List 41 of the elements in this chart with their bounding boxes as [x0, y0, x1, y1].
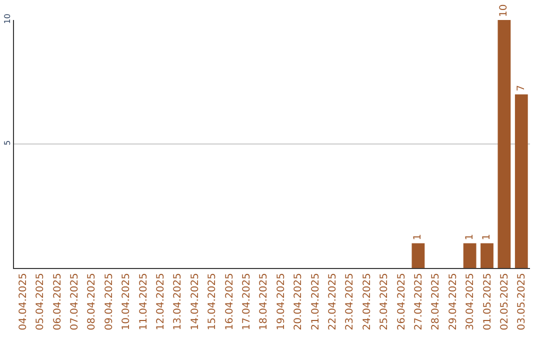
x-tick-label: 25.04.2025: [379, 273, 390, 330]
x-tick-label: 07.04.2025: [69, 273, 80, 330]
x-tick-label: 08.04.2025: [86, 273, 98, 330]
x-tick-label: 02.05.2025: [499, 273, 510, 330]
data-label: 10: [498, 4, 510, 17]
x-tick-label: 13.04.2025: [172, 273, 184, 330]
bar: [412, 243, 425, 268]
x-tick-label: 28.04.2025: [430, 273, 442, 330]
x-tick-label: 22.04.2025: [327, 273, 338, 330]
bar: [498, 20, 511, 268]
x-tick-label: 09.04.2025: [104, 273, 115, 330]
data-label: 1: [412, 234, 424, 240]
x-tick-label: 01.05.2025: [482, 273, 494, 330]
x-tick-label: 21.04.2025: [310, 273, 322, 330]
x-tick-label: 23.04.2025: [344, 273, 356, 330]
y-tick-label: 5: [2, 140, 12, 146]
x-tick-label: 26.04.2025: [396, 273, 408, 330]
x-tick-label: 16.04.2025: [224, 273, 236, 330]
data-label: 1: [464, 234, 476, 240]
x-tick-label: 05.04.2025: [35, 273, 46, 330]
x-tick-label: 15.04.2025: [207, 273, 218, 330]
x-tick-label: 30.04.2025: [465, 273, 476, 330]
x-tick-label: 24.04.2025: [362, 273, 373, 330]
x-tick-label: 20.04.2025: [293, 273, 304, 330]
bar: [480, 243, 494, 268]
x-tick-label: 04.04.2025: [18, 273, 29, 330]
x-tick-label: 29.04.2025: [448, 273, 459, 330]
x-tick-label: 10.04.2025: [121, 273, 132, 330]
x-tick-label: 17.04.2025: [241, 273, 252, 330]
bar: [514, 94, 528, 268]
x-tick-label: 18.04.2025: [258, 273, 270, 330]
data-label: 7: [516, 85, 527, 92]
x-tick-label: 27.04.2025: [413, 273, 424, 330]
bar: [463, 243, 476, 268]
x-tick-label: 06.04.2025: [52, 273, 64, 330]
x-tick-label: 11.04.2025: [138, 273, 150, 330]
x-tick-label: 14.04.2025: [190, 273, 201, 330]
data-label: 1: [482, 234, 492, 240]
x-tick-label: 19.04.2025: [276, 273, 287, 330]
x-tick-label: 03.05.2025: [516, 273, 528, 330]
x-tick-label: 12.04.2025: [155, 273, 166, 330]
